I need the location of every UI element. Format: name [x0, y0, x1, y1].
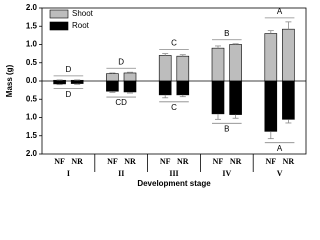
y-tick-label: 0.5	[26, 58, 38, 67]
group-label: IV	[222, 169, 231, 178]
significance-letter: CD	[115, 98, 127, 107]
bar	[106, 73, 119, 82]
legend-swatch	[49, 21, 69, 31]
bar	[282, 80, 295, 120]
x-tick-label: NR	[230, 157, 242, 166]
x-tick-label: NR	[124, 157, 136, 166]
bar	[158, 80, 172, 96]
y-tick-label: 2.0	[26, 3, 38, 12]
x-tick-label: NR	[71, 157, 83, 166]
bar	[264, 33, 278, 82]
error-bar	[179, 54, 186, 57]
error-bar	[215, 45, 221, 49]
x-axis-label: Development stage	[137, 179, 211, 188]
bar	[106, 80, 119, 92]
significance-letter: D	[66, 65, 72, 74]
significance-letter: C	[171, 103, 177, 112]
y-tick-label: 0.5	[26, 94, 38, 103]
bar	[229, 44, 242, 82]
y-tick-label: 1.0	[26, 40, 38, 49]
bar	[176, 55, 190, 82]
significance-letter: A	[277, 7, 283, 16]
significance-letter: B	[224, 124, 229, 133]
bar	[211, 47, 225, 82]
bar	[282, 28, 295, 82]
x-tick-label: NF	[107, 157, 118, 166]
x-tick-label: NR	[177, 157, 189, 166]
x-tick-label: NF	[160, 157, 171, 166]
bar	[53, 80, 66, 85]
group-label: II	[118, 169, 124, 178]
error-bar	[215, 113, 221, 120]
significance-letter: D	[66, 90, 72, 99]
legend-label: Root	[72, 21, 90, 30]
error-bar	[127, 71, 133, 73]
bar	[264, 80, 278, 132]
error-bar	[285, 119, 292, 124]
error-bar	[56, 83, 63, 86]
x-tick-label: NR	[283, 157, 295, 166]
chart: Mass (g) Development stage 2.0 1.5 1.0 0.5 0…	[5, 3, 307, 188]
significance-letter: D	[118, 57, 124, 66]
y-tick-label: 1.5	[26, 131, 38, 140]
legend-label: Shoot	[72, 9, 94, 18]
bar	[70, 80, 84, 84]
bar	[229, 80, 242, 115]
group-label: V	[277, 169, 283, 178]
y-axis-label: Mass (g)	[5, 64, 14, 97]
error-bar	[162, 94, 169, 99]
y-tick-label: 1.0	[26, 113, 38, 122]
error-bar	[109, 91, 116, 93]
x-tick-label: NF	[213, 157, 224, 166]
y-tick-label: 2.0	[26, 149, 38, 158]
error-bar	[285, 21, 292, 30]
y-tick-label: 0.0	[26, 76, 38, 85]
bar	[123, 72, 137, 82]
bar	[123, 80, 137, 93]
error-bar	[267, 131, 274, 140]
error-bar	[232, 43, 239, 45]
significance-letter: B	[224, 29, 229, 38]
significance-letter: A	[277, 144, 283, 153]
error-bar	[232, 114, 239, 119]
x-tick-label: NF	[54, 157, 65, 166]
significance-letter: C	[171, 39, 177, 48]
legend-swatch	[49, 9, 69, 19]
x-tick-label: NF	[265, 157, 276, 166]
error-bar	[162, 53, 169, 56]
group-label: III	[169, 169, 178, 178]
error-bar	[267, 30, 274, 34]
bar	[158, 55, 172, 82]
y-tick-label: 1.5	[26, 21, 38, 30]
error-bar	[179, 94, 186, 98]
bar	[211, 80, 225, 115]
page: {"chart_data": {"type": "bar", "y_label"…	[5, 3, 307, 189]
error-bar	[127, 91, 133, 94]
bar	[176, 80, 190, 96]
error-bar	[74, 83, 81, 85]
group-label: I	[67, 169, 70, 178]
error-bar	[109, 72, 116, 74]
